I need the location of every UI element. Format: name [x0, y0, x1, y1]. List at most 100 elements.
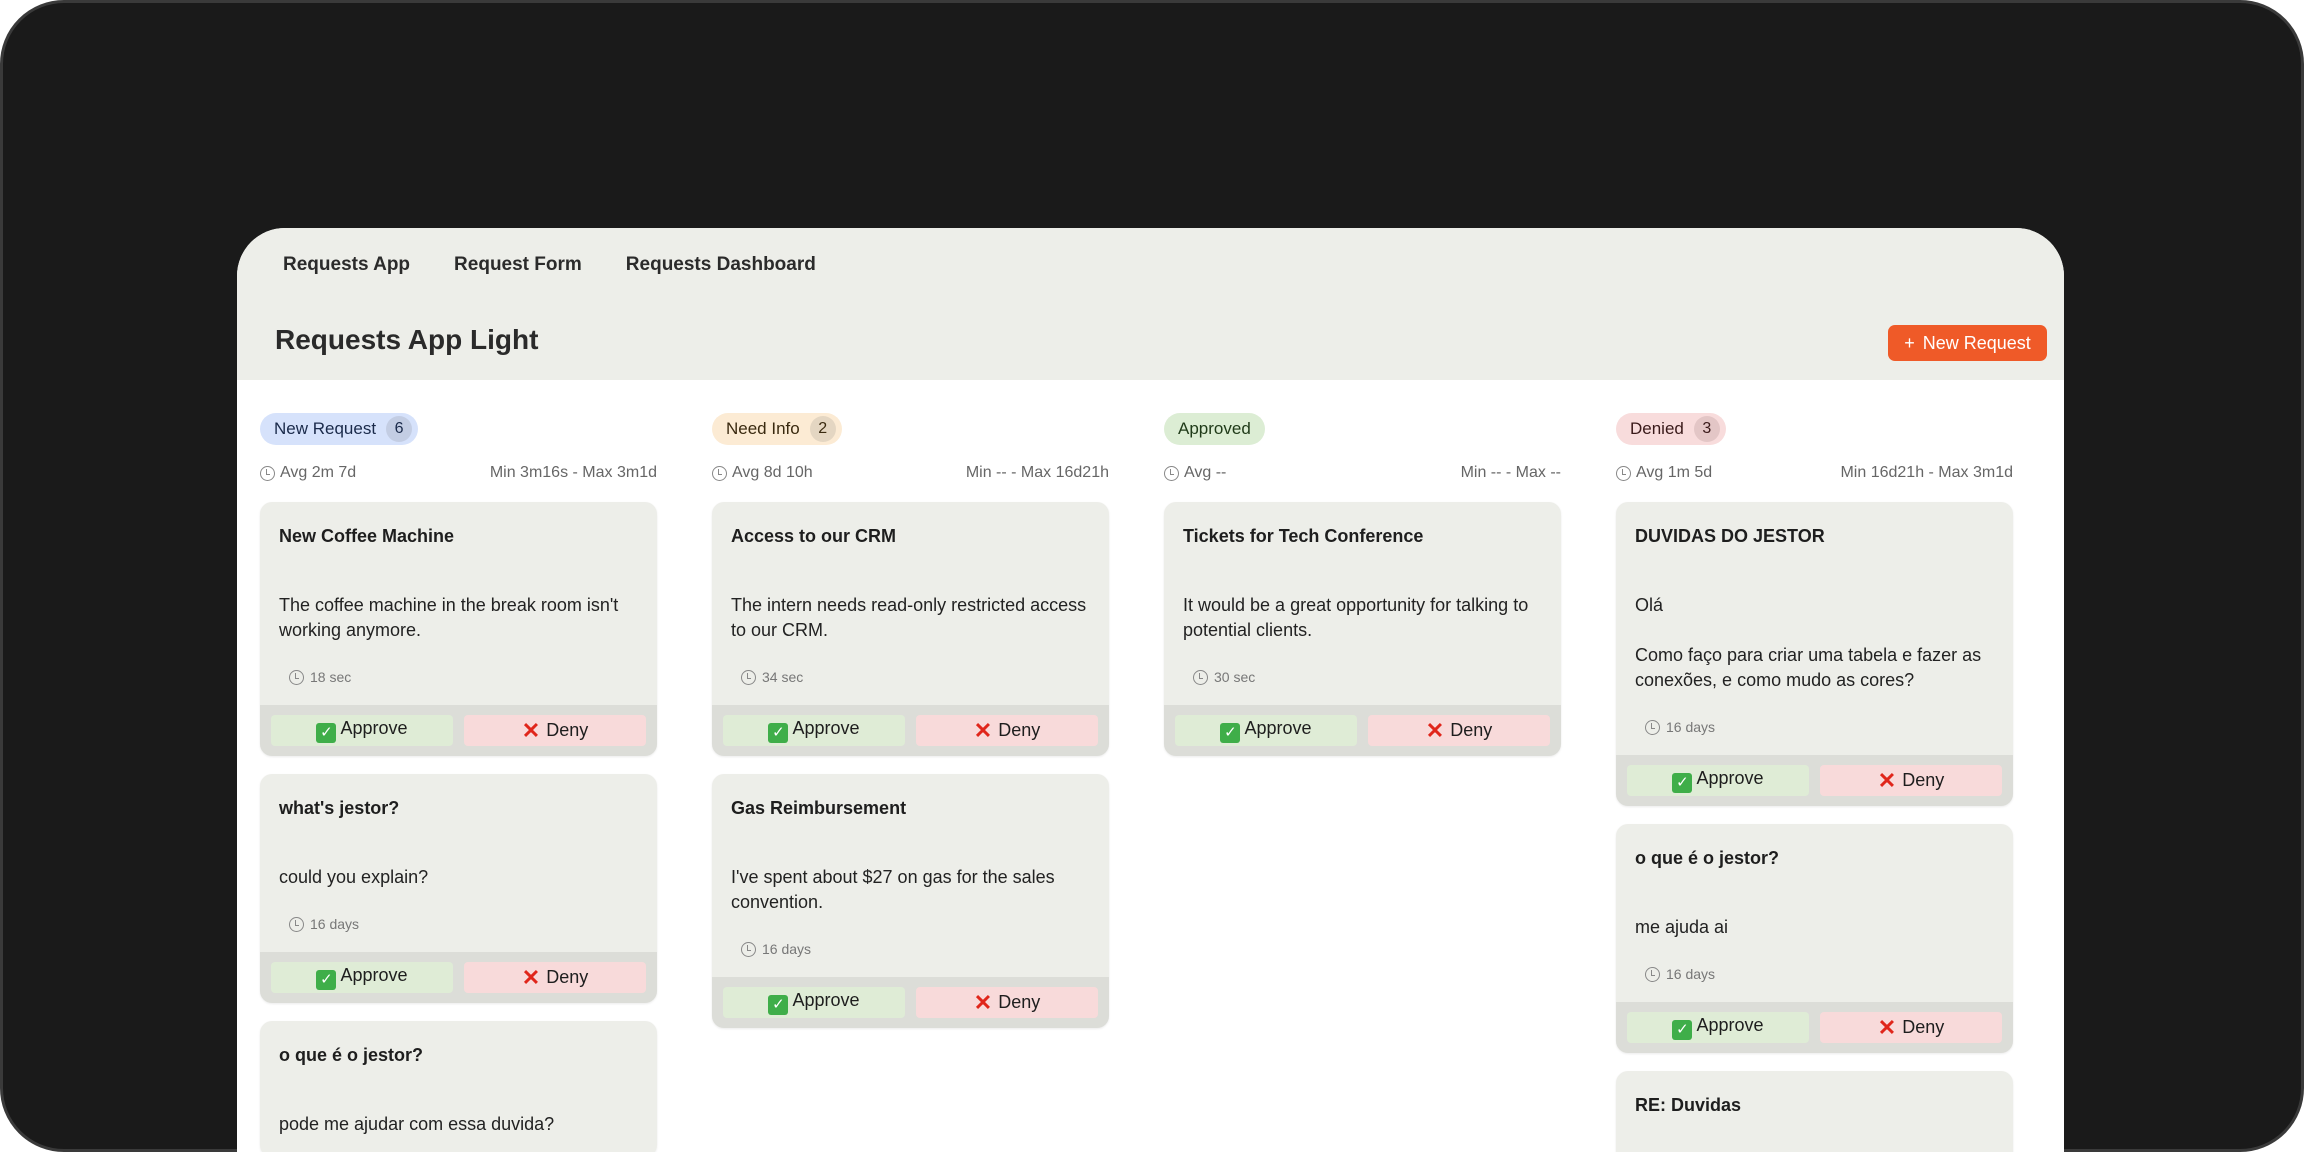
cross-icon: ✕ — [521, 717, 541, 743]
kanban-board: New Request 6 Avg 2m 7d Min 3m16s - Max 3m… — [260, 413, 2013, 1152]
card-actions: ✓ Approve ✕ Deny — [1616, 755, 2013, 806]
approve-label: Approve — [792, 718, 860, 738]
count-badge: 6 — [386, 416, 413, 442]
clock-icon — [260, 465, 275, 481]
request-card[interactable]: Tickets for Tech Conference It would be … — [1164, 502, 1561, 756]
approve-button[interactable]: ✓ Approve — [1627, 1012, 1809, 1043]
avg-time: Avg 8d 10h — [732, 464, 813, 481]
clock-icon — [289, 669, 304, 685]
app-window: Requests App Request Form Requests Dashb… — [237, 228, 2064, 1152]
clock-icon — [289, 916, 304, 932]
deny-button[interactable]: ✕ Deny — [1820, 765, 2002, 796]
card-age: 16 days — [762, 941, 812, 957]
clock-icon — [741, 669, 756, 685]
card-age: 16 days — [1666, 966, 1716, 982]
request-card[interactable]: New Coffee Machine The coffee machine in… — [260, 502, 657, 756]
card-description: Olá Como faço para criar uma tabela e fa… — [1635, 595, 1982, 690]
card-title: what's jestor? — [279, 798, 400, 818]
deny-label: Deny — [546, 966, 589, 987]
approve-button[interactable]: ✓ Approve — [723, 987, 905, 1018]
clock-icon — [1164, 465, 1179, 481]
deny-button[interactable]: ✕ Deny — [464, 962, 646, 993]
card-age: 34 sec — [762, 669, 804, 685]
check-icon: ✓ — [1672, 773, 1693, 793]
card-title: New Coffee Machine — [279, 526, 455, 546]
new-request-button[interactable]: + New Request — [1888, 325, 2047, 361]
card-description: The coffee machine in the break room isn… — [279, 595, 619, 640]
column-stats: Avg 2m 7d Min 3m16s - Max 3m1d — [260, 461, 657, 485]
deny-label: Deny — [998, 991, 1041, 1012]
approve-label: Approve — [1696, 1015, 1764, 1035]
cross-icon: ✕ — [973, 989, 993, 1015]
request-card[interactable]: Access to our CRM The intern needs read-… — [712, 502, 1109, 756]
nav-requests-dashboard[interactable]: Requests Dashboard — [625, 254, 816, 275]
request-card[interactable]: DUVIDAS DO JESTOR Olá Como faço para cri… — [1616, 502, 2013, 806]
plus-icon: + — [1904, 332, 1915, 353]
request-card[interactable]: Gas Reimbursement I've spent about $27 o… — [712, 774, 1109, 1028]
deny-button[interactable]: ✕ Deny — [464, 715, 646, 746]
deny-button[interactable]: ✕ Deny — [1368, 715, 1550, 746]
column-stats: Avg -- Min -- - Max -- — [1164, 461, 1561, 485]
approve-label: Approve — [340, 965, 408, 985]
deny-label: Deny — [998, 719, 1041, 740]
request-card[interactable]: o que é o jestor? me ajuda ai 16 days ✓ A… — [1616, 824, 2013, 1053]
column-stats: Avg 8d 10h Min -- - Max 16d21h — [712, 461, 1109, 485]
card-description: could you explain? — [279, 867, 429, 887]
cross-icon: ✕ — [973, 717, 993, 743]
approve-label: Approve — [1244, 718, 1312, 738]
card-age: 18 sec — [310, 669, 352, 685]
status-label: Need Info — [726, 419, 800, 438]
approve-button[interactable]: ✓ Approve — [271, 962, 453, 993]
deny-button[interactable]: ✕ Deny — [916, 987, 1098, 1018]
cross-icon: ✕ — [521, 964, 541, 990]
deny-button[interactable]: ✕ Deny — [916, 715, 1098, 746]
check-icon: ✓ — [1672, 1020, 1693, 1040]
card-age: 16 days — [310, 916, 360, 932]
approve-button[interactable]: ✓ Approve — [1627, 765, 1809, 796]
column-new-request: New Request 6 Avg 2m 7d Min 3m16s - Max 3m… — [260, 413, 657, 1152]
column-approved: Approved Avg -- Min -- - Max -- Tickets f… — [1164, 413, 1561, 1152]
card-title: o que é o jestor? — [279, 1045, 424, 1065]
card-actions: ✓ Approve ✕ Deny — [712, 705, 1109, 756]
request-card[interactable]: RE: Duvidas — [1616, 1071, 2013, 1152]
card-actions: ✓ Approve ✕ Deny — [712, 977, 1109, 1028]
min-max-time: Min -- - Max -- — [1460, 464, 1561, 481]
min-max-time: Min 16d21h - Max 3m1d — [1840, 464, 2013, 481]
card-description: It would be a great opportunity for talk… — [1183, 595, 1529, 640]
nav-request-form[interactable]: Request Form — [454, 254, 582, 275]
check-icon: ✓ — [316, 723, 337, 743]
approve-button[interactable]: ✓ Approve — [271, 715, 453, 746]
clock-icon — [1645, 966, 1660, 982]
approve-label: Approve — [1696, 768, 1764, 788]
cross-icon: ✕ — [1877, 1014, 1897, 1040]
nav-requests-app[interactable]: Requests App — [283, 254, 411, 275]
request-card[interactable]: what's jestor? could you explain? 16 day… — [260, 774, 657, 1003]
min-max-time: Min 3m16s - Max 3m1d — [489, 464, 657, 481]
approve-button[interactable]: ✓ Approve — [1175, 715, 1357, 746]
clock-icon — [1193, 669, 1208, 685]
approve-button[interactable]: ✓ Approve — [723, 715, 905, 746]
check-icon: ✓ — [768, 995, 789, 1015]
new-request-label: New Request — [1922, 332, 2031, 353]
card-title: o que é o jestor? — [1635, 848, 1780, 868]
top-nav: Requests App Request Form Requests Dashb… — [283, 254, 816, 276]
deny-button[interactable]: ✕ Deny — [1820, 1012, 2002, 1043]
status-badge[interactable]: Denied 3 — [1616, 413, 1726, 445]
min-max-time: Min -- - Max 16d21h — [965, 464, 1109, 481]
approve-label: Approve — [792, 990, 860, 1010]
status-label: Denied — [1630, 419, 1684, 438]
status-badge[interactable]: New Request 6 — [260, 413, 419, 445]
column-denied: Denied 3 Avg 1m 5d Min 16d21h - Max 3m1d D… — [1616, 413, 2013, 1152]
header: Requests App Request Form Requests Dashb… — [237, 228, 2064, 380]
cross-icon: ✕ — [1425, 717, 1445, 743]
card-actions: ✓ Approve ✕ Deny — [1616, 1002, 2013, 1053]
status-badge[interactable]: Need Info 2 — [712, 413, 842, 445]
card-description: pode me ajudar com essa duvida? — [279, 1114, 555, 1134]
card-age: 30 sec — [1214, 669, 1256, 685]
status-badge[interactable]: Approved — [1164, 413, 1265, 445]
request-card[interactable]: o que é o jestor? pode me ajudar com ess… — [260, 1021, 657, 1152]
deny-label: Deny — [1902, 1016, 1945, 1037]
card-age: 16 days — [1666, 719, 1716, 735]
clock-icon — [712, 465, 727, 481]
status-label: Approved — [1178, 419, 1251, 438]
